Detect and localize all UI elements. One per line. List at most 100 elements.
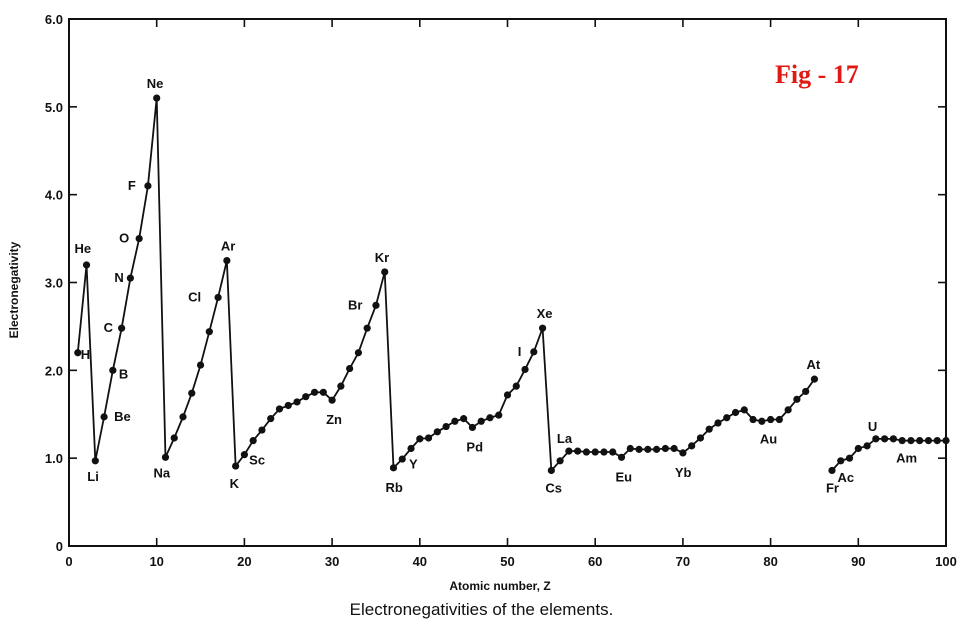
data-point: [652, 445, 661, 453]
data-point: [810, 375, 819, 383]
data-point: [354, 349, 363, 357]
element-label: Eu: [616, 469, 633, 484]
element-label: Li: [87, 469, 99, 484]
data-point: [565, 447, 573, 455]
data-point: [723, 414, 731, 422]
element-label: Xe: [537, 306, 553, 321]
data-point: [109, 366, 117, 374]
x-tick-label: 70: [676, 554, 690, 569]
data-point: [547, 466, 555, 475]
data-point: [854, 444, 862, 453]
data-point: [460, 415, 468, 423]
data-point: [530, 348, 538, 356]
data-point: [881, 435, 889, 443]
data-point: [635, 445, 643, 453]
data-point: [284, 401, 292, 410]
data-point: [196, 361, 205, 369]
data-point: [398, 455, 406, 463]
data-point: [714, 419, 722, 427]
element-label: Y: [409, 457, 418, 472]
data-point: [258, 426, 266, 434]
y-axis-title: Electronegativity: [7, 241, 21, 338]
data-point: [837, 457, 845, 465]
element-label: F: [128, 178, 136, 193]
data-point: [898, 437, 906, 445]
data-point: [433, 428, 441, 436]
element-label: Ar: [221, 239, 235, 254]
x-tick-label: 30: [325, 554, 339, 569]
element-label: Cl: [188, 289, 201, 304]
y-tick-label: 3.0: [45, 276, 63, 291]
data-point: [538, 324, 547, 332]
data-point: [924, 437, 933, 445]
data-point: [679, 449, 687, 457]
data-point: [372, 301, 380, 309]
element-label: Au: [760, 431, 777, 446]
element-label: Kr: [375, 250, 389, 265]
data-point: [802, 387, 810, 396]
element-label: Pd: [466, 439, 483, 454]
element-label: N: [114, 270, 123, 285]
data-point: [512, 382, 520, 390]
data-point: [337, 382, 345, 390]
data-point: [749, 415, 757, 424]
x-tick-label: 40: [413, 554, 427, 569]
data-point: [863, 442, 871, 450]
data-point: [775, 415, 783, 424]
element-label: O: [119, 231, 129, 246]
element-label: Na: [153, 465, 170, 480]
element-label: Rb: [385, 480, 402, 495]
figure-label: Fig - 17: [775, 60, 859, 89]
element-label: Br: [348, 297, 362, 312]
element-label: K: [230, 476, 240, 491]
element-label: C: [104, 320, 114, 335]
chart: 0 10 20 30 40 50 60 70 80 90 100 0 1.0 2.0 3.0 4.0 5.0 6.…: [7, 12, 957, 593]
data-point: [91, 457, 99, 465]
element-label: Ac: [838, 470, 855, 485]
element-label: Cs: [545, 480, 562, 495]
data-point: [503, 391, 512, 399]
x-tick-label: 80: [763, 554, 777, 569]
data-point: [916, 437, 924, 445]
data-point: [451, 417, 459, 425]
y-tick-label: 2.0: [45, 363, 63, 378]
element-label: Ne: [147, 76, 164, 91]
data-point: [302, 393, 310, 401]
data-point: [845, 454, 854, 462]
data-point: [942, 437, 950, 445]
data-point: [240, 451, 248, 459]
data-point: [670, 444, 678, 453]
data-point: [740, 406, 748, 414]
data-point: [442, 422, 450, 431]
series-lines: [76, 97, 946, 473]
data-point: [232, 462, 240, 470]
element-label: Sc: [249, 453, 265, 468]
data-point: [793, 395, 801, 403]
data-point: [389, 464, 398, 472]
data-point: [346, 364, 354, 373]
x-tick-label: 10: [149, 554, 163, 569]
element-label: La: [557, 431, 573, 446]
data-point: [275, 405, 284, 413]
y-tick-label: 6.0: [45, 12, 63, 27]
data-point: [161, 453, 170, 461]
data-point: [381, 268, 389, 276]
data-point: [82, 261, 91, 269]
data-point: [126, 274, 134, 282]
data-point: [617, 453, 626, 461]
y-tick-label: 4.0: [45, 188, 63, 203]
data-point: [705, 425, 713, 433]
data-point: [872, 435, 880, 443]
data-point: [214, 293, 222, 302]
data-point: [319, 388, 327, 396]
data-point: [907, 437, 915, 445]
data-point: [74, 349, 82, 357]
element-label: H: [81, 347, 90, 362]
plot-frame: [68, 18, 947, 547]
data-point: [468, 423, 477, 432]
x-tick-label: 0: [65, 554, 72, 569]
element-label: Fr: [826, 480, 839, 495]
data-point: [889, 435, 897, 443]
data-point: [424, 434, 433, 442]
data-point: [582, 448, 591, 456]
